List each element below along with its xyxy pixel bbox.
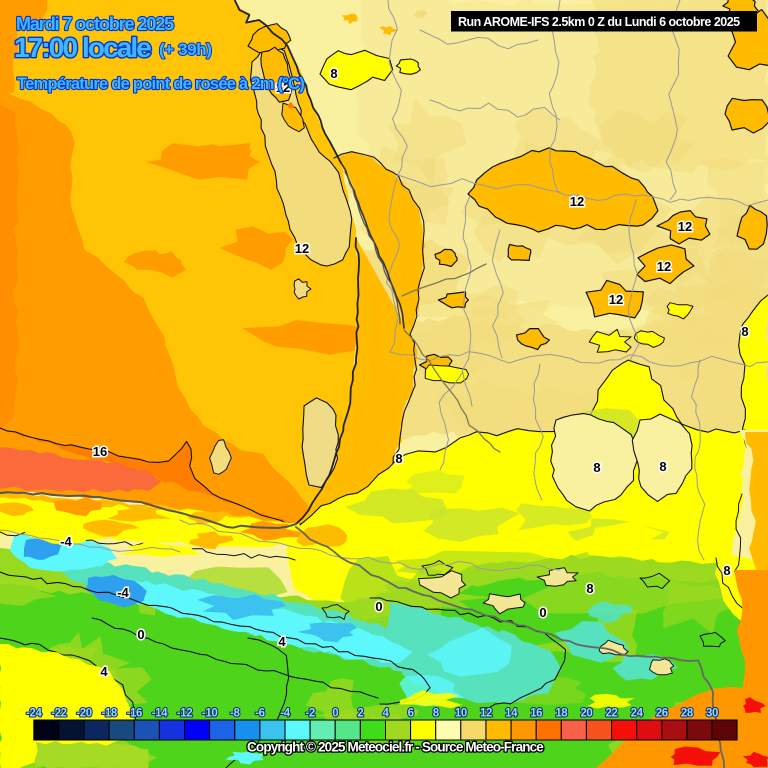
svg-text:24: 24 (631, 708, 644, 720)
svg-text:14: 14 (505, 708, 518, 720)
svg-text:-4: -4 (280, 708, 290, 720)
svg-text:12: 12 (570, 194, 584, 209)
svg-text:2: 2 (357, 708, 363, 720)
svg-text:16: 16 (93, 444, 107, 459)
svg-text:0: 0 (539, 605, 546, 620)
svg-text:17:00 locale: 17:00 locale (14, 32, 151, 63)
svg-text:8: 8 (723, 563, 730, 578)
svg-text:-4: -4 (60, 534, 72, 549)
svg-text:4: 4 (278, 634, 286, 649)
svg-text:20: 20 (580, 708, 592, 720)
svg-text:8: 8 (395, 451, 402, 466)
svg-text:28: 28 (681, 708, 694, 720)
svg-text:12: 12 (609, 292, 623, 307)
svg-text:-6: -6 (255, 708, 264, 720)
svg-text:-24: -24 (26, 708, 42, 720)
svg-text:-18: -18 (101, 708, 117, 720)
svg-text:4: 4 (382, 708, 389, 720)
svg-text:8: 8 (433, 708, 440, 720)
svg-text:(+ 39h): (+ 39h) (159, 40, 211, 59)
svg-text:8: 8 (330, 66, 337, 81)
svg-text:-10: -10 (202, 708, 217, 720)
svg-text:-22: -22 (51, 708, 66, 720)
svg-text:8: 8 (593, 460, 600, 475)
svg-text:-20: -20 (76, 708, 91, 720)
svg-text:8: 8 (586, 581, 593, 596)
svg-text:-4: -4 (117, 585, 129, 600)
svg-text:6: 6 (408, 708, 414, 720)
svg-text:12: 12 (657, 259, 671, 274)
svg-text:4: 4 (100, 664, 108, 679)
svg-text:12: 12 (480, 708, 492, 720)
svg-text:Copyright © 2025 Meteociel.fr: Copyright © 2025 Meteociel.fr - Source M… (247, 740, 544, 755)
svg-text:0: 0 (137, 627, 144, 642)
svg-text:18: 18 (555, 708, 568, 720)
svg-text:10: 10 (455, 708, 467, 720)
svg-text:Run AROME-IFS 2.5km 0 Z du Lun: Run AROME-IFS 2.5km 0 Z du Lundi 6 octob… (458, 15, 740, 29)
svg-text:-16: -16 (127, 708, 142, 720)
svg-text:30: 30 (706, 708, 718, 720)
svg-text:12: 12 (276, 80, 290, 95)
svg-text:8: 8 (741, 324, 748, 339)
svg-text:8: 8 (659, 459, 666, 474)
svg-text:26: 26 (656, 708, 668, 720)
svg-text:-8: -8 (230, 708, 240, 720)
svg-text:Température de point de rosée: Température de point de rosée à 2m (°C) (17, 75, 304, 93)
svg-text:12: 12 (678, 219, 692, 234)
svg-text:16: 16 (530, 708, 542, 720)
svg-text:-12: -12 (177, 708, 192, 720)
svg-text:0: 0 (332, 708, 338, 720)
svg-text:12: 12 (295, 241, 309, 256)
svg-text:-2: -2 (305, 708, 314, 720)
svg-text:Mardi 7 octobre 2025: Mardi 7 octobre 2025 (16, 14, 174, 34)
svg-text:22: 22 (606, 708, 618, 720)
svg-text:-14: -14 (152, 708, 168, 720)
svg-text:0: 0 (375, 599, 382, 614)
